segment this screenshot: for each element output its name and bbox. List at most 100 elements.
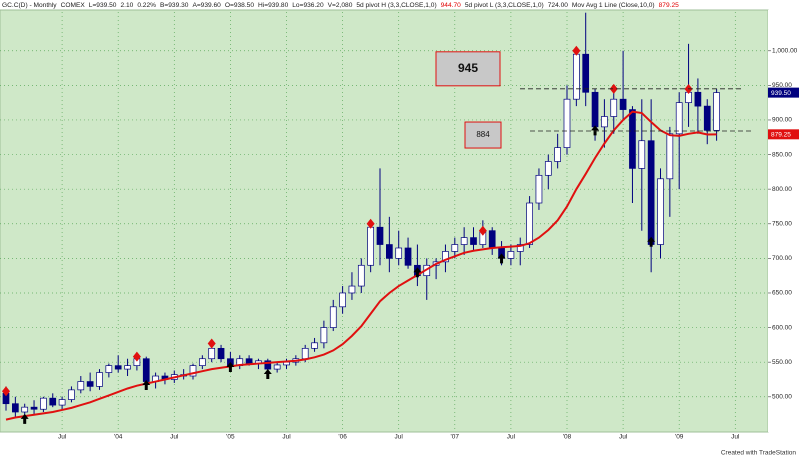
price-flag <box>768 129 799 140</box>
header-item: A=939.60 <box>192 2 221 9</box>
candle-body <box>601 116 608 128</box>
y-tick-label: 750.00 <box>772 220 792 227</box>
candle-body <box>301 347 309 360</box>
candle-body <box>703 105 711 131</box>
pivot-low-marker <box>497 253 506 264</box>
candle-body <box>386 244 393 259</box>
price-flag-label: 879.25 <box>771 132 791 139</box>
candle-body <box>329 306 337 328</box>
candle-body <box>30 406 38 410</box>
level-box <box>464 121 502 149</box>
candle-body <box>105 365 113 373</box>
candle-body <box>619 98 627 110</box>
candle-body <box>554 147 562 162</box>
candle-body <box>199 358 206 366</box>
header: GC.C(D) - Monthly COMEX L=939.50 2.10 0.22% B… <box>2 1 683 10</box>
x-tick-label: Jul <box>619 434 628 441</box>
y-tick-label: 500.00 <box>772 394 792 401</box>
candle-body <box>49 397 57 406</box>
candle-body <box>357 264 365 287</box>
candle-body <box>311 342 318 349</box>
y-tick-label: 550.00 <box>772 359 792 366</box>
level-box <box>435 51 501 87</box>
header-item: 5d pivot L (3,3,CLOSE,1,0) <box>464 2 544 9</box>
candle-body <box>629 109 636 169</box>
candle-body <box>124 365 131 370</box>
candle-body <box>526 202 533 245</box>
pivot-low-marker <box>413 267 422 278</box>
candle-body <box>208 347 216 360</box>
candle-body <box>544 161 552 176</box>
header-item: O=938.50 <box>224 2 255 9</box>
candle-body <box>12 403 19 413</box>
x-tick-label: Jul <box>507 434 516 441</box>
candle-body <box>189 365 197 377</box>
pivot-high-marker <box>2 386 10 397</box>
candle-body <box>535 174 543 204</box>
candle-body <box>114 365 122 370</box>
x-tick-label: Jul <box>58 434 67 441</box>
header-item: Hi=939.80 <box>258 2 289 9</box>
price-axis-area <box>768 10 800 432</box>
header-item: 879.25 <box>658 2 679 9</box>
y-tick-label: 600.00 <box>772 324 792 331</box>
header-item: COMEX <box>60 2 85 9</box>
candle-body <box>675 102 683 135</box>
header-item: L=939.50 <box>88 2 117 9</box>
pivot-low-marker <box>20 413 29 424</box>
x-tick-label: Jul <box>731 434 740 441</box>
header-item: GC.C(D) - Monthly <box>2 2 57 9</box>
x-tick-label: Jul <box>282 434 291 441</box>
candle-body <box>470 237 477 245</box>
x-tick-label: '07 <box>451 434 460 441</box>
pivot-low-marker <box>263 368 272 379</box>
candle-body <box>21 406 29 413</box>
header-item: 724.00 <box>547 2 568 9</box>
pivot-high-marker <box>609 83 618 94</box>
pivot-low-marker <box>591 125 600 136</box>
level-label: 945 <box>458 61 478 75</box>
candle-body <box>96 372 103 387</box>
x-tick-label: '05 <box>226 434 235 441</box>
candle-body <box>40 397 47 410</box>
header-item: 944.70 <box>440 2 461 9</box>
candle-body <box>376 226 384 245</box>
candle-body <box>339 292 346 308</box>
y-tick-label: 1,000.00 <box>772 47 798 54</box>
y-tick-label: 700.00 <box>772 255 792 262</box>
y-tick-label: 650.00 <box>772 290 792 297</box>
candle-body <box>572 53 580 100</box>
x-tick-label: '04 <box>114 434 123 441</box>
pivot-high-marker <box>132 351 141 362</box>
pivot-high-marker <box>572 45 581 56</box>
candle-body <box>582 53 590 93</box>
candle-body <box>77 381 85 391</box>
candle-body <box>591 91 599 128</box>
header-item: 5d pivot H (3,3,CLOSE,1,0) <box>356 2 437 9</box>
x-tick-label: Jul <box>170 434 179 441</box>
pivot-high-marker <box>478 225 487 236</box>
price-flag <box>768 87 799 98</box>
candle-body <box>647 140 655 245</box>
y-tick-label: 850.00 <box>772 151 792 158</box>
moving-average-line <box>5 110 717 421</box>
y-tick-label: 800.00 <box>772 186 792 193</box>
candle-body <box>507 251 515 259</box>
candle-body <box>713 92 720 131</box>
candle-body <box>320 327 328 344</box>
pivot-low-marker <box>226 362 235 373</box>
pivot-high-marker <box>366 218 375 229</box>
header-item: 0.22% <box>137 2 157 9</box>
candle-body <box>217 347 225 360</box>
candle-body <box>610 98 618 117</box>
candle-body <box>58 399 66 406</box>
candle-body <box>142 358 150 382</box>
candle-body <box>86 381 94 387</box>
header-item: Lo=936.20 <box>292 2 324 9</box>
candle-body <box>694 91 702 107</box>
x-tick-label: '08 <box>563 434 572 441</box>
candle-body <box>367 226 374 266</box>
level-label: 884 <box>476 130 490 139</box>
